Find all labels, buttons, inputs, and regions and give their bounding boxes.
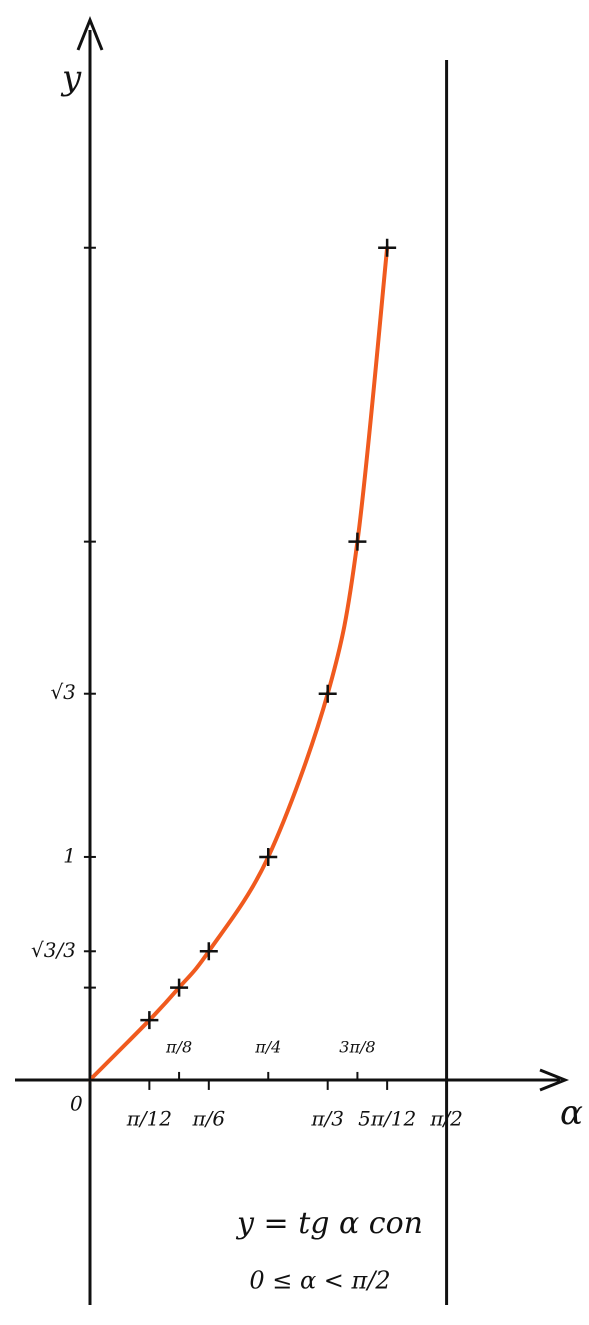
origin-label: 0 — [70, 1092, 83, 1116]
y-axis-label: y — [60, 58, 82, 98]
point — [378, 239, 396, 257]
annotation: y = tg α con — [235, 1206, 423, 1241]
x-tick-label: π/3 — [310, 1106, 344, 1130]
point — [319, 685, 337, 703]
x-tick-label: π/6 — [192, 1106, 226, 1130]
y-tick-label: √3 — [50, 680, 75, 704]
annotation: 0 ≤ α < π/2 — [249, 1267, 390, 1295]
x-tick-label: π/8 — [165, 1037, 192, 1056]
x-axis-label: α — [560, 1093, 583, 1133]
curve — [90, 248, 387, 1080]
x-tick-label: 5π/12 — [358, 1106, 416, 1130]
x-tick-label: π/2 — [429, 1106, 463, 1130]
y-tick-label: 1 — [63, 843, 76, 867]
x-tick-label: 3π/8 — [339, 1037, 375, 1056]
y-tick-label: √3/3 — [31, 938, 76, 962]
point — [259, 848, 277, 866]
chart: y α 0 y = tg α con 0 ≤ α < π/2 √3/3 1 √3 π/… — [0, 0, 589, 1325]
x-tick-label: π/4 — [254, 1037, 281, 1056]
point — [348, 533, 366, 551]
x-tick-label: π/12 — [126, 1106, 172, 1130]
